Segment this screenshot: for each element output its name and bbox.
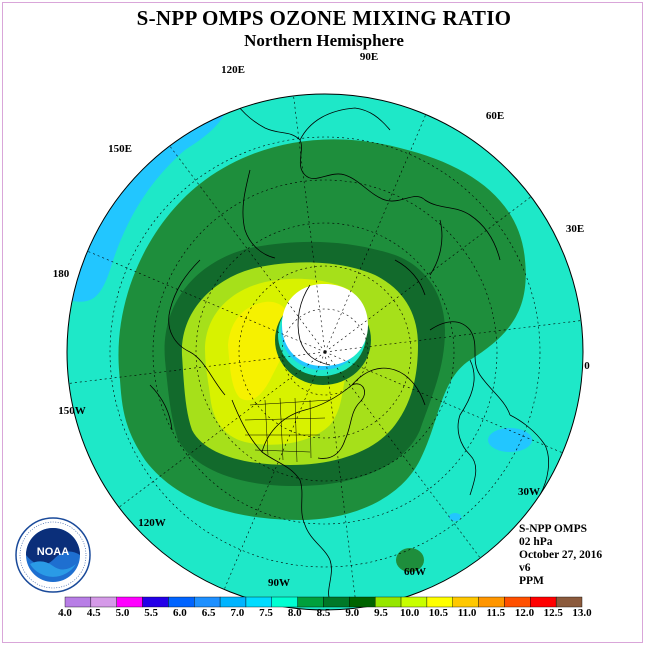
colorbar-tick-label: 8.5 [316, 607, 331, 619]
info-instrument: S-NPP OMPS [519, 523, 588, 535]
lon-label-120w: 120W [138, 517, 166, 529]
colorbar-tick-label: 6.5 [201, 607, 216, 619]
map-title: S-NPP OMPS OZONE MIXING RATIO [136, 6, 512, 30]
info-units: PPM [519, 575, 544, 587]
colorbar-tick-label: 4.0 [58, 607, 72, 619]
colorbar-tick-label: 7.5 [259, 607, 273, 619]
lon-label-180: 180 [52, 268, 70, 280]
colorbar-tick-label: 11.5 [486, 607, 506, 619]
map-boundary [66, 93, 584, 611]
colorbar-swatch [323, 596, 350, 608]
band-8-5-south [396, 548, 424, 572]
lon-label-60w: 60W [404, 566, 426, 578]
colorbar-swatch [194, 596, 221, 608]
lon-label-150w: 150W [58, 405, 86, 417]
lon-label-150e: 150E [108, 143, 132, 155]
lon-label-0: 0 [584, 360, 590, 372]
plot-frame [2, 2, 643, 643]
meridian-line [324, 351, 481, 559]
colorbar-tick-label: 8.0 [287, 607, 302, 619]
colorbar-tick-label: 7.0 [230, 607, 245, 619]
colorbar-tick-label: 11.0 [457, 607, 477, 619]
meridian-line [324, 320, 582, 353]
colorbar-swatch [90, 596, 117, 608]
meridian-line [324, 196, 532, 353]
info-block: S-NPP OMPS 02 hPa October 27, 2016 v6 PP… [519, 523, 602, 588]
meridian-line [293, 95, 326, 353]
colorbar-swatch [452, 596, 479, 608]
polar-night-region [282, 284, 368, 367]
lon-label-60e: 60E [485, 110, 505, 122]
colorbar-swatch [168, 596, 195, 608]
state-borders [244, 397, 331, 463]
colorbar-tick-label: 12.0 [514, 607, 535, 619]
colorbar-tick-label: 9.0 [345, 607, 360, 619]
colorbar-swatch [219, 596, 247, 608]
colorbar-tick-label: 4.5 [86, 607, 101, 619]
colorbar-swatch [271, 596, 298, 608]
meridian-line [118, 351, 326, 508]
meridians [68, 95, 582, 609]
band-10-5 [228, 301, 291, 401]
lon-label-30e: 30E [565, 223, 585, 235]
colorbar-tick-label: 13.0 [572, 607, 592, 619]
colorbar-swatch [555, 596, 583, 608]
colorbar-swatch [478, 596, 505, 608]
colorbar-swatch [297, 596, 324, 608]
colorbar-tick-label: 12.5 [543, 607, 563, 619]
coastlines [149, 94, 550, 601]
colorbar-tick-label: 5.0 [115, 607, 130, 619]
band-7-5-east [488, 428, 532, 452]
colorbar-tick-label: 6.0 [173, 607, 187, 619]
info-version: v6 [519, 562, 531, 574]
colorbar-tick-label: 10.5 [428, 607, 448, 619]
colorbar-swatch [375, 596, 402, 608]
colorbar-tick-label: 10.0 [400, 607, 420, 619]
band-7-5-spot [449, 513, 461, 521]
noaa-logo-text: NOAA [37, 546, 69, 558]
lon-label-30w: 30W [518, 486, 540, 498]
colorbar-swatch [142, 596, 169, 608]
noaa-logo: NOAA [15, 517, 91, 593]
colorbar-tick-label: 9.5 [374, 607, 388, 619]
info-level: 02 hPa [519, 536, 553, 548]
colorbar-swatch [530, 596, 557, 608]
lon-label-120e: 120E [221, 64, 245, 76]
map-subtitle: Northern Hemisphere [244, 31, 404, 50]
meridian-line [169, 145, 326, 353]
graticule [109, 136, 541, 568]
colorbar-swatch [245, 596, 272, 608]
colorbar-swatch [349, 596, 376, 608]
colorbar-swatch [426, 596, 453, 608]
colorbar-swatch [64, 596, 92, 608]
meridian-line [324, 351, 357, 609]
lon-label-90e: 90E [359, 51, 379, 63]
lon-label-90w: 90W [268, 577, 290, 589]
info-date: October 27, 2016 [519, 549, 603, 561]
colorbar-tick-label: 5.5 [144, 607, 159, 619]
colorbar-swatch [400, 596, 428, 608]
band-7-5-west [68, 98, 230, 302]
colorbar-swatch [504, 596, 531, 608]
meridian-line [68, 351, 326, 384]
colorbar-swatch [116, 596, 143, 608]
